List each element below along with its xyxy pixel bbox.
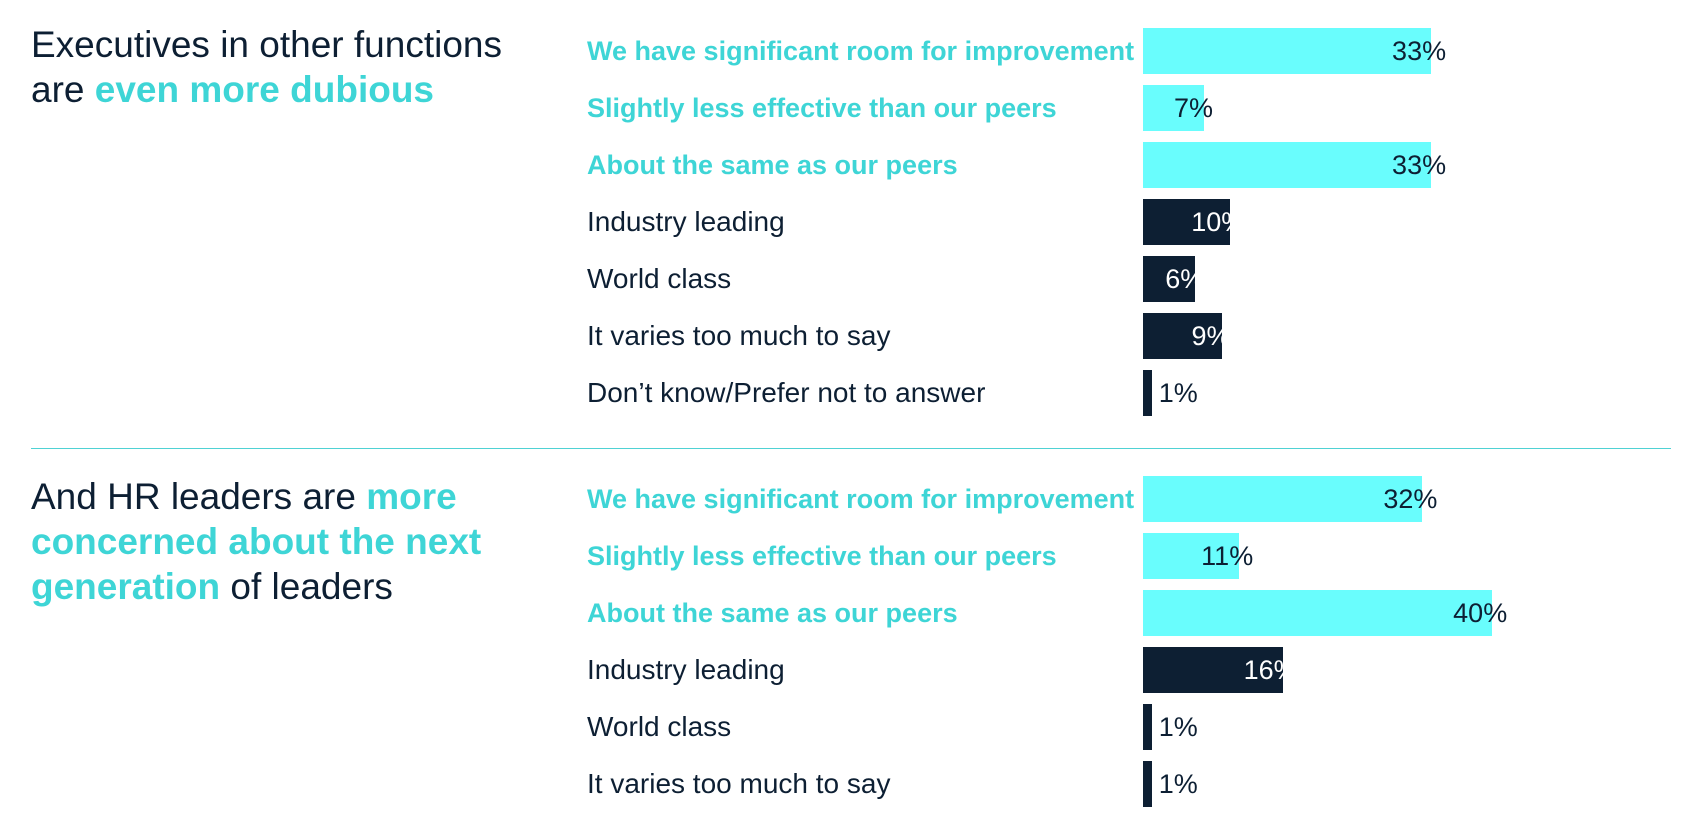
category-label: It varies too much to say xyxy=(587,768,891,799)
bar-row: World class 6% xyxy=(0,256,1705,302)
bar-positive xyxy=(1143,313,1222,359)
bar-row: We have significant room for improvement… xyxy=(0,476,1705,522)
bar-row: Slightly less effective than our peers 7% xyxy=(0,85,1705,131)
chart-panel-executives: Executives in other functions are even m… xyxy=(0,22,1705,416)
category-label: We have significant room for improvement xyxy=(587,36,1135,66)
category-label: Don’t know/Prefer not to answer xyxy=(587,377,986,408)
chart-panel-hr-leaders: And HR leaders are more concerned about … xyxy=(0,448,1705,814)
bar-positive xyxy=(1143,704,1152,750)
bar-row: It varies too much to say 1% xyxy=(0,761,1705,807)
data-label: 32% xyxy=(1383,484,1438,514)
section-divider xyxy=(31,448,1671,449)
category-label: About the same as our peers xyxy=(587,598,958,628)
chart-title: Executives in other functions are even m… xyxy=(31,22,551,112)
bar-row: Don’t know/Prefer not to answer 1% xyxy=(0,370,1705,416)
bar-row: Industry leading 10% xyxy=(0,199,1705,245)
category-label: Industry leading xyxy=(587,206,785,237)
data-label: 7% xyxy=(1173,93,1214,123)
title-highlight: even more dubious xyxy=(94,69,434,110)
bar-negative xyxy=(1143,533,1240,579)
bar-negative xyxy=(1143,142,1432,188)
bar-row: It varies too much to say 9% xyxy=(0,313,1705,359)
bar-positive xyxy=(1143,256,1196,302)
title-text: And HR leaders are xyxy=(31,476,367,517)
data-label: 1% xyxy=(1158,769,1198,799)
data-label: 11% xyxy=(1201,541,1254,571)
bar-negative xyxy=(1143,590,1493,636)
data-label: 1% xyxy=(1158,712,1198,742)
category-label: We have significant room for improvement xyxy=(587,484,1135,514)
bar-row: About the same as our peers 33% xyxy=(0,142,1705,188)
bar-row: World class 1% xyxy=(0,704,1705,750)
title-text: of leaders xyxy=(220,566,393,607)
category-label: Industry leading xyxy=(587,654,785,685)
bar-positive xyxy=(1143,647,1283,693)
bar-negative xyxy=(1143,28,1432,74)
bar-row: We have significant room for improvement… xyxy=(0,28,1705,74)
bar-positive xyxy=(1143,370,1152,416)
chart-title: And HR leaders are more concerned about … xyxy=(31,474,551,609)
category-label: It varies too much to say xyxy=(587,320,891,351)
bar-row: Industry leading 16% xyxy=(0,647,1705,693)
category-label: About the same as our peers xyxy=(587,150,958,180)
bar-negative xyxy=(1143,476,1423,522)
data-label: 16% xyxy=(1243,655,1298,685)
data-label: 33% xyxy=(1392,150,1447,180)
data-label: 1% xyxy=(1158,378,1198,408)
data-label: 10% xyxy=(1191,207,1246,237)
bar-row: About the same as our peers 40% xyxy=(0,590,1705,636)
bar-positive xyxy=(1143,761,1152,807)
data-label: 33% xyxy=(1392,36,1447,66)
bar-positive xyxy=(1143,199,1231,245)
category-label: World class xyxy=(587,263,732,294)
bar-row: Slightly less effective than our peers 11… xyxy=(0,533,1705,579)
title-text: Executives in other functions are xyxy=(31,24,502,110)
category-label: Slightly less effective than our peers xyxy=(587,93,1057,123)
title-highlight: more concerned about the next generation xyxy=(31,476,482,607)
data-label: 6% xyxy=(1165,264,1205,294)
category-label: Slightly less effective than our peers xyxy=(587,541,1057,571)
data-label: 40% xyxy=(1453,598,1508,628)
category-label: World class xyxy=(587,711,732,742)
bar-negative xyxy=(1143,85,1205,131)
data-label: 9% xyxy=(1191,321,1231,351)
